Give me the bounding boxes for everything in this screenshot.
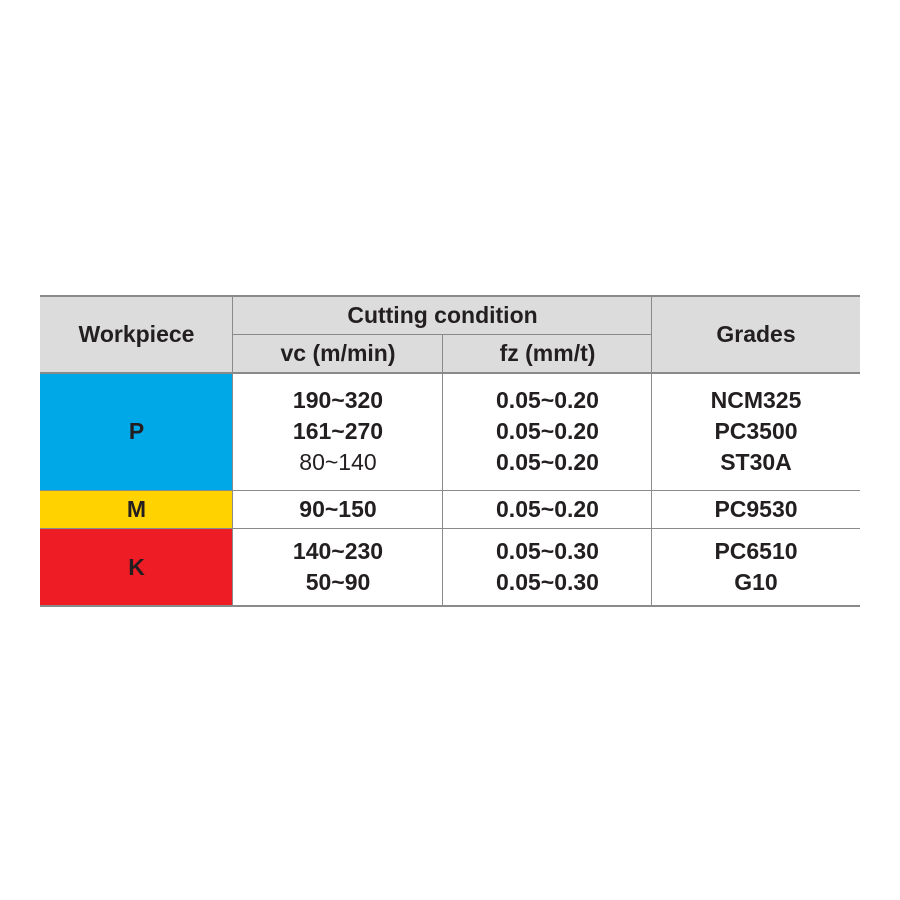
grade: G10 <box>734 569 778 595</box>
fz-value: 0.05~0.30 <box>496 569 599 595</box>
header-cell: vc (m/min) <box>233 334 443 373</box>
header-text: Cutting condition <box>347 301 538 328</box>
vc-value: 90~150 <box>299 495 377 522</box>
rule <box>40 372 860 374</box>
fz-value: 0.05~0.20 <box>496 495 599 522</box>
vc-value: 140~230 <box>292 538 384 564</box>
rule <box>40 490 860 491</box>
workpiece-label: P <box>128 418 145 444</box>
grade: ST30A <box>720 449 792 475</box>
workpiece-cell: K <box>40 528 233 606</box>
workpiece-cell: P <box>40 373 233 490</box>
workpiece-label: M <box>126 495 147 522</box>
grade: PC3500 <box>714 418 798 444</box>
vc-cell: 190~320 161~270 80~140 <box>233 373 443 490</box>
header-cell: Workpiece <box>40 296 233 373</box>
vc-cell: 90~150 <box>233 490 443 528</box>
fz-value: 0.05~0.20 <box>496 387 599 413</box>
fz-value: 0.05~0.30 <box>496 538 599 564</box>
header-cell: fz (mm/t) <box>443 334 652 373</box>
header-cell: Grades <box>652 296 860 373</box>
grades-cell: NCM325 PC3500 ST30A <box>652 373 860 490</box>
grades-cell: PC9530 <box>652 490 860 528</box>
rule <box>40 295 860 297</box>
vc-value: 50~90 <box>305 569 371 595</box>
fz-value: 0.05~0.20 <box>496 449 599 475</box>
grade: NCM325 <box>710 387 802 413</box>
grade: PC6510 <box>714 538 798 564</box>
vc-value: 161~270 <box>292 418 384 444</box>
header-text: Grades <box>716 321 796 347</box>
rule <box>442 334 443 606</box>
header-text: fz (mm/t) <box>499 340 596 366</box>
header-text: Workpiece <box>78 321 195 347</box>
rule <box>40 605 860 607</box>
vc-value: 80~140 <box>299 449 377 475</box>
fz-value: 0.05~0.20 <box>496 418 599 444</box>
rule <box>232 296 233 606</box>
fz-cell: 0.05~0.20 0.05~0.20 0.05~0.20 <box>443 373 652 490</box>
vc-value: 190~320 <box>292 387 384 413</box>
workpiece-cell: M <box>40 490 233 528</box>
grades-cell: PC6510 G10 <box>652 528 860 606</box>
fz-cell: 0.05~0.20 <box>443 490 652 528</box>
header-cell: Cutting condition <box>233 296 652 334</box>
rule <box>40 528 860 529</box>
fz-cell: 0.05~0.30 0.05~0.30 <box>443 528 652 606</box>
rule <box>651 296 652 606</box>
workpiece-label: K <box>128 553 145 580</box>
header-text: vc (m/min) <box>280 340 396 366</box>
vc-cell: 140~230 50~90 <box>233 528 443 606</box>
grade: PC9530 <box>714 495 798 522</box>
